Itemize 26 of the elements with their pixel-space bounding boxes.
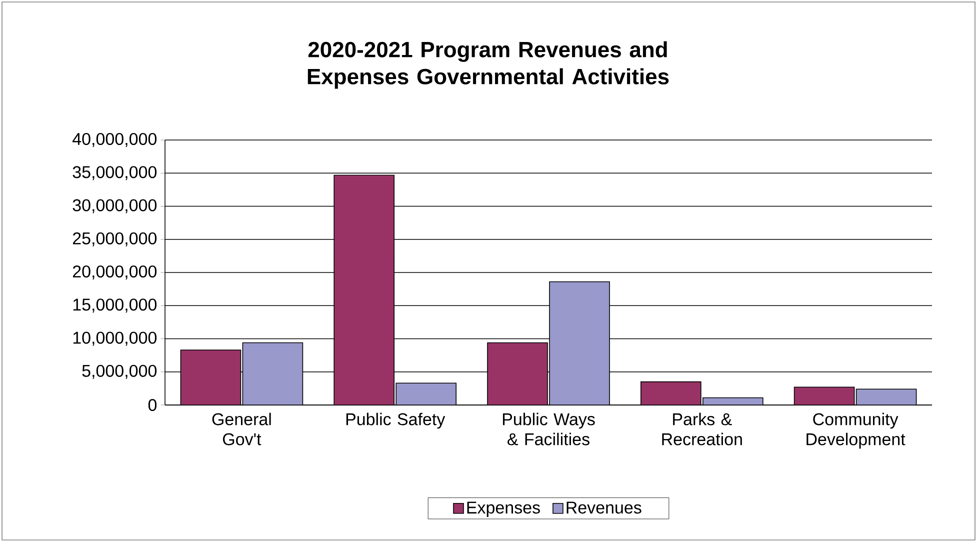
legend-label: Expenses [467,502,540,517]
bar [334,174,395,405]
y-tick-label: 35,000,000 [72,166,157,180]
y-tick-label: 15,000,000 [73,298,157,313]
x-tick-label: Public Ways & Facilities [502,412,595,446]
bar [180,350,242,405]
y-tick-label: 5,000,000 [82,364,157,379]
x-tick-label: General Gov't [212,412,271,446]
bar [549,281,610,405]
bar [396,382,457,405]
chart-title: 2020-2021 Program Revenues and Expenses Governmental Activities [308,41,669,89]
x-tick-label: Parks & Recreation [662,412,742,446]
x-tick-label: Public Safety [346,412,446,429]
legend-label: Revenues [566,502,642,514]
y-tick-label: 10,000,000 [73,332,157,346]
x-tick-label: Community Development [806,412,906,449]
bar [242,342,304,405]
y-tick-label: 20,000,000 [72,265,157,280]
y-tick-label: 40,000,000 [72,132,157,148]
y-tick-label: 25,000,000 [72,232,157,246]
y-tick-label: 30,000,000 [72,199,157,214]
bar [640,381,702,405]
bar [487,342,548,405]
bar [794,386,855,405]
y-tick-label: 0 [148,398,157,412]
bar [856,388,917,405]
